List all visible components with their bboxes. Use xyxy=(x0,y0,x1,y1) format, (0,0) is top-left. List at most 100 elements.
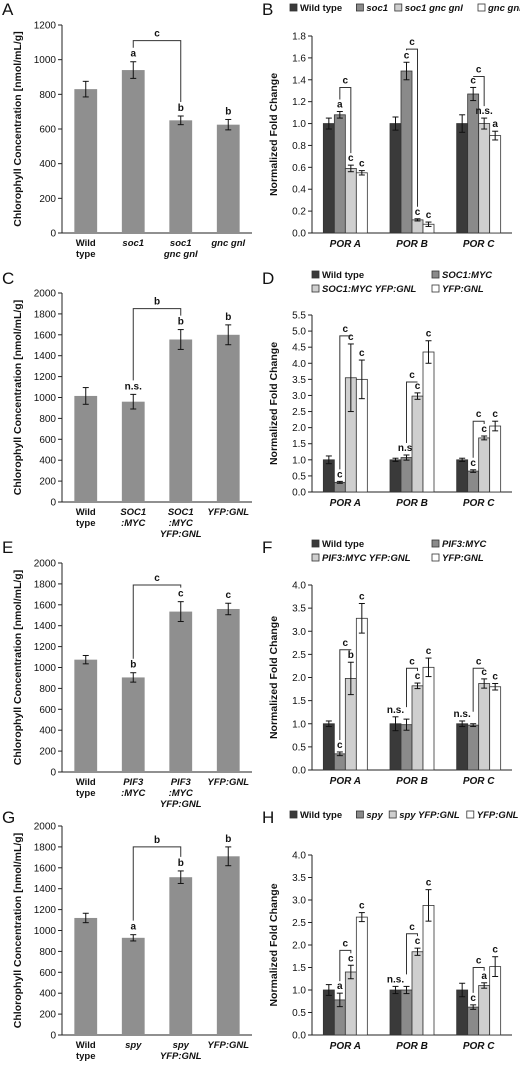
category-label: :MYC xyxy=(121,518,145,529)
y-tick-label: 1000 xyxy=(34,663,57,674)
bracket-label: c xyxy=(343,75,349,86)
significance-label: c xyxy=(470,993,476,1004)
legend-swatch xyxy=(431,284,440,293)
y-tick-label: 4.5 xyxy=(292,343,306,354)
y-tick-label: 1200 xyxy=(34,21,57,32)
bar xyxy=(121,937,145,1035)
category-label: soc1 xyxy=(122,238,144,249)
panel-D: 0.0 0.5 1.0 1.5 2.0 2.5 3.0 3.5 4.0 4.5 5.0 5.5 Norm… xyxy=(268,270,512,509)
significance-label: b xyxy=(225,312,231,323)
panel-A: 0 200 400 600 800 1000 1200 Chlorophyll Concent… xyxy=(12,21,252,260)
significance-label: c xyxy=(348,953,354,964)
y-tick-label: 0.5 xyxy=(292,1008,306,1019)
category-label: soc1 xyxy=(170,238,192,249)
y-tick-label: 0.0 xyxy=(292,488,306,499)
bar xyxy=(411,219,424,234)
y-tick-label: 3.5 xyxy=(292,375,306,386)
legend-label: gnc gnl xyxy=(487,3,520,14)
y-axis-title: Normalized Fold Change xyxy=(268,342,280,465)
group-label: POR A xyxy=(330,1041,361,1052)
y-tick-label: 0 xyxy=(50,768,56,779)
y-tick-label: 600 xyxy=(39,968,56,979)
significance-label: b xyxy=(130,660,136,671)
bar xyxy=(478,123,491,234)
comparison-bracket xyxy=(472,420,485,458)
panel-H: 0.0 0.5 1.0 1.5 2.0 2.5 3.0 3.5 4.0 Normalized Fo… xyxy=(268,810,519,1052)
category-label: Wild xyxy=(76,507,96,518)
y-tick-label: 600 xyxy=(39,705,56,716)
category-label: type xyxy=(76,1051,96,1062)
significance-label: c xyxy=(348,153,354,164)
y-tick-label: 0.0 xyxy=(292,229,306,240)
bar xyxy=(478,437,491,493)
y-tick-label: 800 xyxy=(39,684,56,695)
y-tick-label: 0.0 xyxy=(292,766,306,777)
legend-swatch xyxy=(431,539,440,548)
significance-label: c xyxy=(470,458,476,469)
legend-label: soc1 gnc gnl xyxy=(405,3,463,14)
legend-swatch xyxy=(431,553,440,562)
y-tick-label: 0.6 xyxy=(292,163,306,174)
legend-swatch xyxy=(355,3,364,12)
significance-label: b xyxy=(178,103,184,114)
legend-swatch xyxy=(311,553,320,562)
category-label: type xyxy=(76,249,96,260)
y-tick-label: 3.5 xyxy=(292,873,306,884)
group-label: POR C xyxy=(463,1041,495,1052)
bar xyxy=(344,168,357,234)
y-tick-label: 1800 xyxy=(34,842,57,853)
y-axis-title: Normalized Fold Change xyxy=(268,883,280,1006)
category-label: type xyxy=(76,518,96,529)
y-tick-label: 4.0 xyxy=(292,851,306,862)
legend-swatch xyxy=(311,270,320,279)
significance-label: b xyxy=(225,834,231,845)
category-label: gnc gnl xyxy=(210,238,245,249)
bracket-label: c xyxy=(409,922,415,933)
comparison-bracket xyxy=(406,381,418,443)
significance-label: a xyxy=(130,922,136,933)
bar xyxy=(322,989,335,1036)
bracket-label: c xyxy=(409,37,415,48)
significance-label: c xyxy=(426,210,432,221)
category-label: gnc gnl xyxy=(163,249,198,260)
significance-label: c xyxy=(415,936,421,947)
significance-label: c xyxy=(178,589,184,600)
legend-label: SOC1:MYC YFP:GNL xyxy=(322,284,417,295)
significance-label: c xyxy=(481,667,487,678)
legend: Wild type spy spy YFP:GNL YFP:GNL xyxy=(289,810,519,821)
bar xyxy=(478,683,491,771)
bar xyxy=(169,611,193,772)
legend-label: YFP:GNL xyxy=(477,810,519,821)
bar xyxy=(422,905,435,1036)
comparison-bracket xyxy=(406,667,418,708)
bracket-label: c xyxy=(409,370,415,381)
bar xyxy=(216,334,240,502)
category-label: spy xyxy=(125,1040,142,1051)
significance-label: c xyxy=(359,592,365,603)
y-tick-label: 1400 xyxy=(34,351,57,362)
y-tick-label: 2000 xyxy=(34,822,57,833)
bar xyxy=(169,120,193,233)
y-axis-title: Chlorophyll Concentration [nmol/mL/g] xyxy=(12,300,24,495)
bar xyxy=(478,985,491,1036)
significance-label: c xyxy=(415,671,421,682)
legend-label: YFP:GNL xyxy=(442,553,484,564)
bar xyxy=(422,351,435,493)
bar xyxy=(333,753,346,771)
category-label: type xyxy=(76,788,96,799)
panel-letter-B: B xyxy=(262,0,273,19)
comparison-bracket xyxy=(406,933,418,975)
y-tick-label: 0.4 xyxy=(292,185,306,196)
category-label: YFP:GNL xyxy=(160,529,202,540)
significance-label: a xyxy=(492,119,498,130)
legend: Wild type soc1 soc1 gnc gnl gnc gnl xyxy=(289,3,520,14)
significance-label: c xyxy=(348,332,354,343)
bracket-label: b xyxy=(154,835,160,846)
y-tick-label: 4.0 xyxy=(292,581,306,592)
y-tick-label: 5.5 xyxy=(292,311,306,322)
significance-label: c xyxy=(426,329,432,340)
legend-label: PIF3:MYC YFP:GNL xyxy=(322,553,411,564)
significance-label: c xyxy=(492,945,498,956)
y-tick-label: 0 xyxy=(50,229,56,240)
y-tick-label: 0.0 xyxy=(292,1031,306,1042)
